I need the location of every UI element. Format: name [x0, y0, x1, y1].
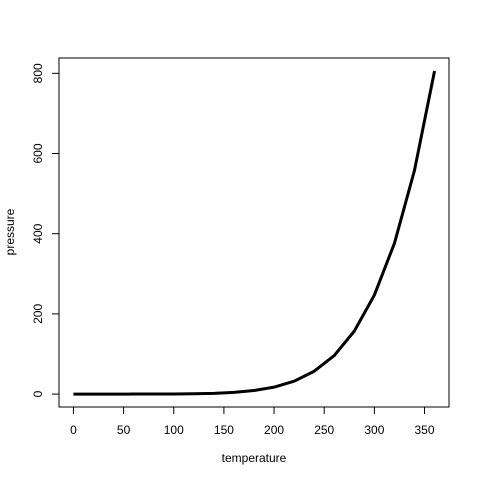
data-line: [73, 70, 437, 396]
x-axis-label: temperature: [222, 451, 287, 465]
x-tick-label: 50: [117, 423, 131, 437]
x-tick-label: 0: [70, 423, 77, 437]
y-tick-label: 200: [31, 304, 45, 324]
y-tick-label: 0: [31, 390, 45, 397]
y-axis-label: pressure: [3, 208, 17, 255]
x-tick-label: 350: [415, 423, 435, 437]
x-tick-label: 100: [164, 423, 184, 437]
y-tick-label: 800: [31, 63, 45, 83]
x-tick-label: 150: [214, 423, 234, 437]
x-tick-label: 200: [264, 423, 284, 437]
x-tick-label: 250: [314, 423, 334, 437]
y-tick-label: 600: [31, 143, 45, 163]
plot-box: [58, 57, 450, 408]
x-tick-label: 300: [364, 423, 384, 437]
y-tick-label: 400: [31, 223, 45, 243]
